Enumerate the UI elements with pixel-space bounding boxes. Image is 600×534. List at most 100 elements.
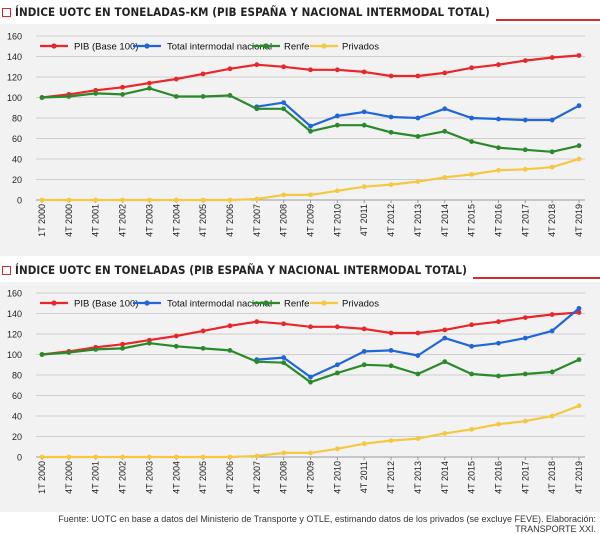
chart-1-title: ÍNDICE UOTC EN TONELADAS-KM (PIB ESPAÑA … <box>15 5 490 19</box>
data-point <box>388 330 394 336</box>
x-tick-label: 4T 2018 <box>547 204 557 237</box>
data-point <box>576 310 582 315</box>
data-point <box>496 340 501 346</box>
data-point <box>93 197 99 203</box>
x-tick-label: 4T 2008 <box>279 461 289 494</box>
data-point <box>334 67 340 73</box>
data-point <box>120 84 125 90</box>
data-point <box>496 167 501 173</box>
data-point <box>334 122 340 128</box>
data-point <box>388 129 394 135</box>
series-line <box>255 101 581 128</box>
data-point <box>576 143 582 149</box>
legend-label: Total intermodal nacional <box>167 42 272 53</box>
data-point <box>147 454 152 460</box>
data-point <box>227 454 233 460</box>
data-point <box>200 94 206 99</box>
data-point <box>120 341 125 347</box>
x-tick-label: 4T 2007 <box>252 461 262 494</box>
chart-2-title-bar: ÍNDICE UOTC EN TONELADAS (PIB ESPAÑA Y N… <box>0 260 600 280</box>
data-point <box>522 58 528 63</box>
legend-marker <box>263 43 269 49</box>
data-point <box>334 362 340 368</box>
y-tick-label: 0 <box>17 196 22 206</box>
chart-2: 0 20 40 60 80 100 120 140 160 1T 2000 4T 2000 4T 20… <box>0 282 600 512</box>
data-point <box>388 114 394 120</box>
x-tick-label: 4T 2014 <box>440 204 450 237</box>
data-point <box>576 156 582 162</box>
data-point <box>281 64 287 70</box>
data-point <box>308 450 313 456</box>
data-point <box>388 182 394 188</box>
data-point <box>388 438 394 443</box>
data-point <box>522 315 528 320</box>
data-point <box>173 333 179 339</box>
data-point <box>549 328 555 334</box>
data-point <box>549 164 555 170</box>
data-point <box>200 328 206 334</box>
y-tick-label: 0 <box>17 453 22 463</box>
x-tick-label: 4T 2006 <box>225 204 235 237</box>
data-point <box>39 352 45 357</box>
data-point <box>576 403 582 409</box>
data-point <box>308 192 313 198</box>
data-point <box>469 343 474 349</box>
legend-marker <box>144 300 150 306</box>
legend-marker <box>321 300 327 306</box>
y-tick-label: 140 <box>7 52 22 62</box>
y-tick-label: 160 <box>7 289 22 299</box>
x-tick-label: 4T 2010 <box>332 204 342 237</box>
y-tick-label: 40 <box>12 412 22 422</box>
x-tick-label: 4T 2008 <box>279 204 289 237</box>
y-tick-label: 80 <box>12 371 22 381</box>
data-point <box>308 324 313 330</box>
data-point <box>388 348 394 353</box>
data-point <box>254 196 260 202</box>
data-point <box>549 149 555 155</box>
data-point <box>415 436 421 441</box>
data-point <box>415 115 421 121</box>
legend-marker <box>144 43 150 49</box>
legend-marker <box>51 43 57 49</box>
data-point <box>308 123 313 129</box>
x-tick-label: 4T 2019 <box>574 204 584 237</box>
x-tick-label: 4T 2009 <box>306 204 316 237</box>
legend-label: PIB (Base 100) <box>74 42 138 53</box>
data-point <box>254 319 260 325</box>
data-point <box>361 109 367 115</box>
data-point <box>281 321 287 327</box>
x-tick-label: 4T 2005 <box>198 204 208 237</box>
data-point <box>227 348 233 353</box>
x-tick-label: 4T 2006 <box>225 461 235 494</box>
x-tick-label: 4T 2004 <box>171 461 181 494</box>
y-tick-label: 20 <box>12 432 22 442</box>
legend-label: Renfe <box>284 42 309 53</box>
data-point <box>254 106 260 112</box>
data-point <box>39 454 45 460</box>
data-point <box>334 446 340 452</box>
x-tick-label: 4T 2010 <box>332 461 342 494</box>
x-tick-label: 4T 2000 <box>64 204 74 237</box>
data-point <box>66 94 72 99</box>
data-point <box>415 330 421 336</box>
x-tick-label: 4T 2013 <box>413 461 423 494</box>
y-tick-label: 100 <box>7 350 22 360</box>
data-point <box>93 91 99 96</box>
data-point <box>173 197 179 203</box>
x-tick-label: 4T 2009 <box>306 461 316 494</box>
data-point <box>147 80 152 86</box>
data-point <box>281 100 287 106</box>
data-point <box>39 197 45 203</box>
data-point <box>496 145 501 151</box>
data-point <box>496 373 501 379</box>
data-point <box>442 431 448 436</box>
y-tick-label: 160 <box>7 32 22 42</box>
data-point <box>173 76 179 82</box>
data-point <box>173 94 179 99</box>
y-tick-label: 100 <box>7 93 22 103</box>
x-tick-label: 4T 2016 <box>493 204 503 237</box>
data-point <box>281 106 287 112</box>
data-point <box>308 374 313 380</box>
data-point <box>549 117 555 123</box>
data-point <box>469 65 474 71</box>
